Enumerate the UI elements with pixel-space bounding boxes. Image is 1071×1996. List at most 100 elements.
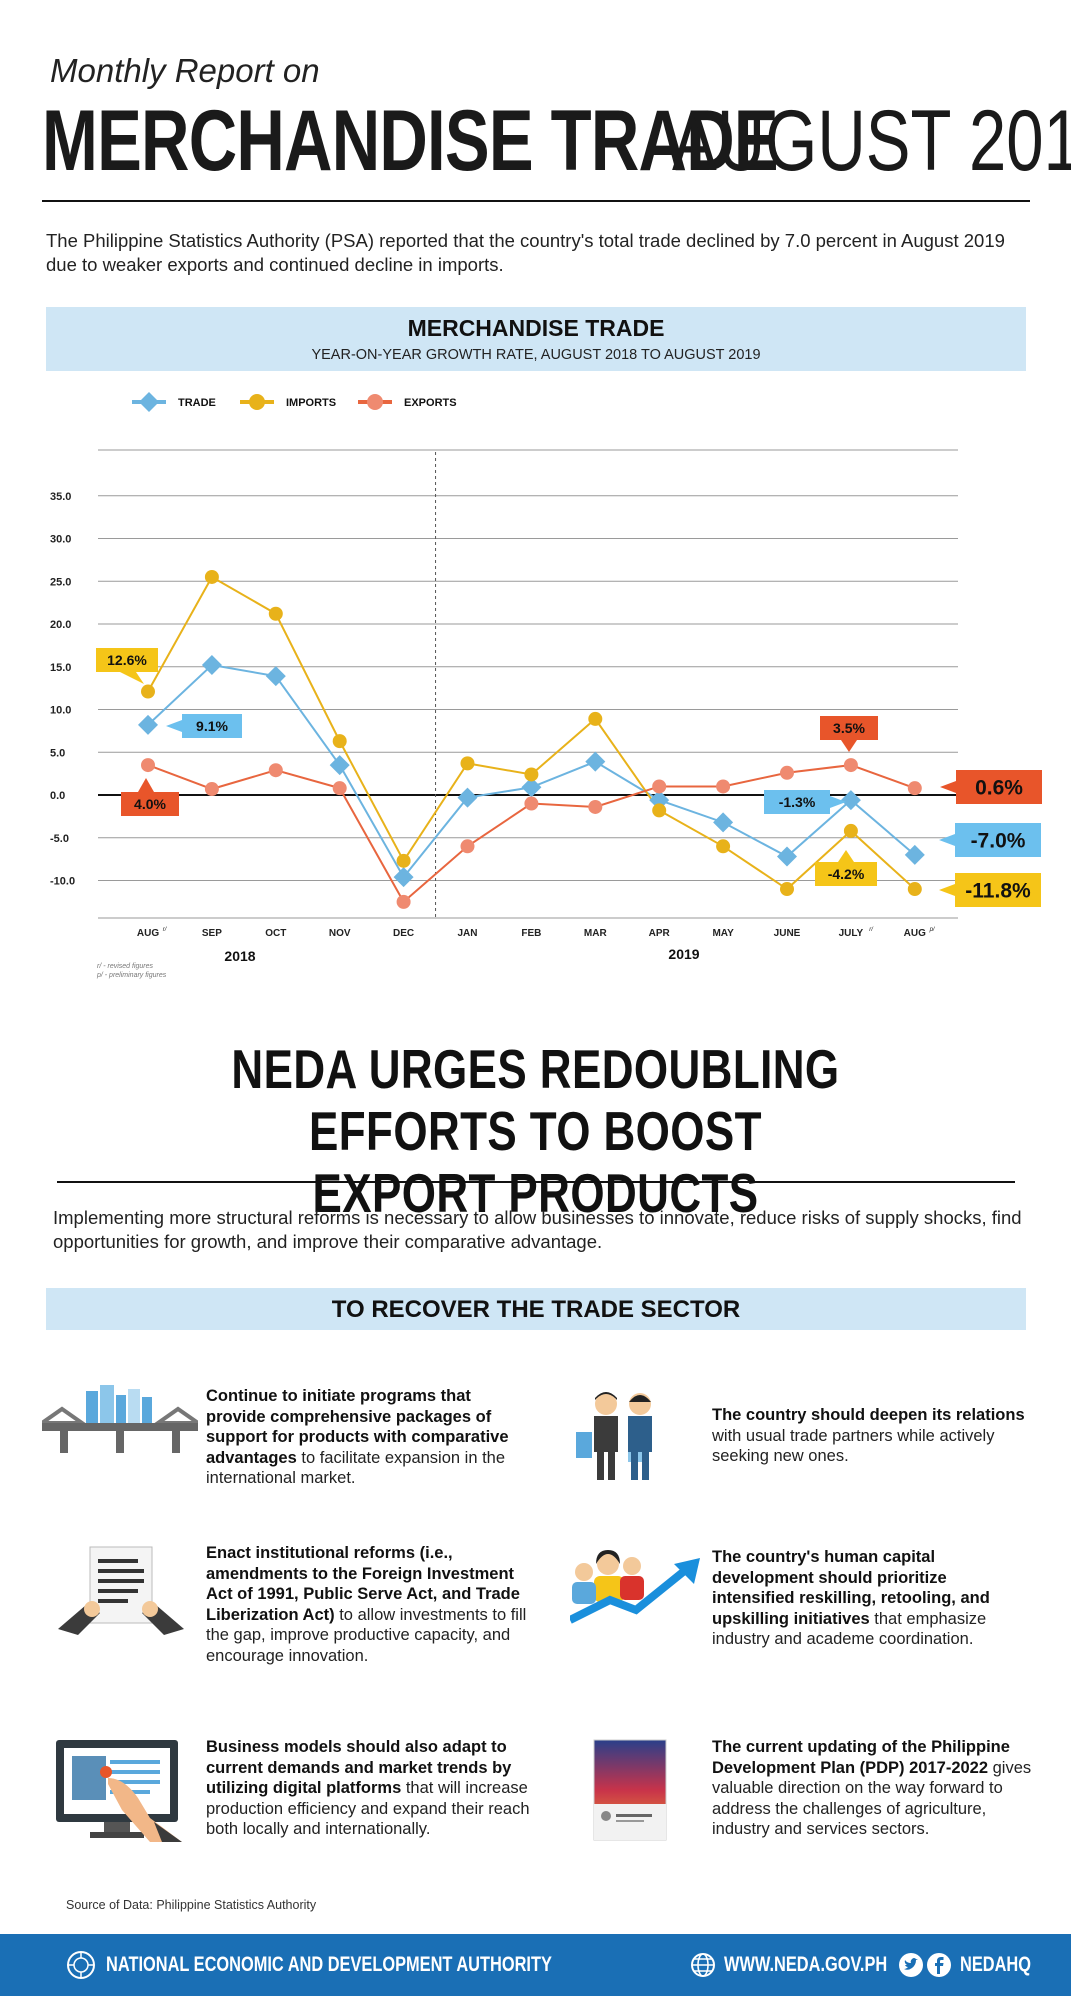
y-tick-label: 0.0 [50,790,65,802]
recommendation-2: The country should deepen its relations … [712,1406,1025,1465]
business-partners-icon [576,1392,652,1480]
footer-bar [0,1934,1071,1996]
callout-box [815,862,877,886]
x-tick-superscript: p/ [929,927,936,933]
data-point-trade [585,751,606,772]
x-tick-superscript: r/ [869,927,874,933]
report-title: MERCHANDISE TRADE [42,93,779,189]
callout-label: -11.8% [965,880,1031,903]
callout-label: -7.0% [971,830,1026,853]
headline-line-2: EXPORT PRODUCTS [312,1162,759,1224]
data-point-exports [268,763,283,778]
callout-pointer [830,796,846,808]
callout-box [121,792,179,816]
social-handle[interactable]: NEDAHQ [960,1953,1031,1976]
callout: -4.2% [815,850,877,886]
y-tick-label: 10.0 [50,705,71,717]
x-tick-label: MAY [712,928,734,939]
chart-series [138,569,925,909]
callout: -1.3% [764,790,846,814]
callout-box [764,790,830,814]
footer-org-name: NATIONAL ECONOMIC AND DEVELOPMENT AUTHOR… [106,1953,552,1976]
data-point-imports [652,803,667,818]
callout: 0.6% [940,770,1042,804]
data-point-exports [204,782,219,797]
chart-legend: TRADE IMPORTS EXPORTS [132,392,457,412]
data-point-exports [396,894,411,909]
data-point-trade [457,787,478,808]
chart-callouts: 12.6% 9.1% 4.0% 3.5% -1.3% -4.2% 0.6% -7.0% -11.… [96,648,1042,907]
document-signing-icon [58,1546,184,1635]
data-point-imports [588,711,603,726]
intro-text: The Philippine Statistics Authority (PSA… [46,230,1005,275]
neda-logo-icon [67,1951,95,1979]
chart-grid: 35.0 30.0 25.0 20.0 15.0 10.0 5.0 0.0 -5.0 -10.0 [50,449,958,919]
y-tick-label: -5.0 [50,833,69,845]
computer-touch-icon [56,1740,182,1842]
data-point-trade [393,867,414,888]
callout-label: 4.0% [134,796,166,812]
x-tick-label: DEC [393,928,414,939]
twitter-icon[interactable] [898,1952,924,1978]
data-point-exports [780,765,794,780]
y-tick-label: 25.0 [50,576,71,588]
callout-label: -4.2% [828,866,865,882]
legend-marker [139,392,159,412]
data-point-imports [716,839,731,854]
callout: 9.1% [166,714,242,738]
recommendation-5: Business models should also adapt to cur… [206,1738,530,1838]
data-point-exports [843,758,858,773]
growth-people-icon [570,1550,700,1624]
globe-icon[interactable] [690,1952,716,1978]
callout-box [955,823,1041,857]
chart-title: MERCHANDISE TRADE [407,315,665,341]
callout-label: 9.1% [196,718,228,734]
data-point-trade [138,714,158,735]
data-point-trade [649,790,670,811]
website-link[interactable]: WWW.NEDA.GOV.PH [724,1953,888,1976]
x-tick-label: APR [649,928,671,939]
trade-growth-chart: TRADE IMPORTS EXPORTS 35.0 30.0 25.0 20.0 15.0… [50,392,1042,979]
callout-pointer [940,781,956,793]
year-label-2018: 2018 [224,948,255,964]
x-tick-label: NOV [329,928,351,939]
data-point-imports [843,823,858,838]
callout-box [96,648,158,672]
y-tick-label: 5.0 [50,747,65,759]
callout-pointer [120,672,144,684]
legend-label: IMPORTS [286,397,336,409]
callout: 4.0% [121,778,179,816]
callout: 12.6% [96,648,158,684]
callout-pointer [166,720,182,732]
x-tick-label: FEB [521,928,541,939]
callout-box [182,714,242,738]
x-tick-label: JULY [839,928,864,939]
recommendation-4: The country's human capital development … [712,1548,990,1648]
chart-subtitle: YEAR-ON-YEAR GROWTH RATE, AUGUST 2018 TO… [311,347,761,363]
x-tick-label: AUG [904,928,926,939]
callout-box [955,873,1041,907]
callout-box [956,770,1042,804]
callout-pointer [939,834,955,846]
data-point-imports [141,684,155,699]
callout-label: 12.6% [107,652,147,668]
recommendation-6: The current updating of the Philippine D… [712,1738,1032,1838]
legend-label: TRADE [178,397,216,409]
source-note: Source of Data: Philippine Statistics Au… [66,1898,317,1912]
data-point-exports [460,839,475,854]
headline-line-1: NEDA URGES REDOUBLING EFFORTS TO BOOST [231,1038,840,1162]
year-label-2019: 2019 [668,946,699,962]
x-tick-superscript: r/ [163,927,168,933]
legend-label: EXPORTS [404,397,457,409]
facebook-icon[interactable] [926,1952,952,1978]
data-point-trade [265,666,286,687]
bridge-city-icon [42,1385,198,1453]
recommendation-3: Enact institutional reforms (i.e., amend… [206,1544,527,1665]
recommendation-1: Continue to initiate programs that provi… [206,1387,509,1487]
data-point-trade [904,844,925,865]
callout-pointer [838,850,854,862]
chart-x-axis: AUG r/SEP OCT NOV DEC JAN FEB MAR APR MAY JUNE JULY… [96,927,936,979]
data-point-imports [460,756,475,771]
section-header-bar [46,1288,1026,1330]
data-point-imports [396,853,411,868]
